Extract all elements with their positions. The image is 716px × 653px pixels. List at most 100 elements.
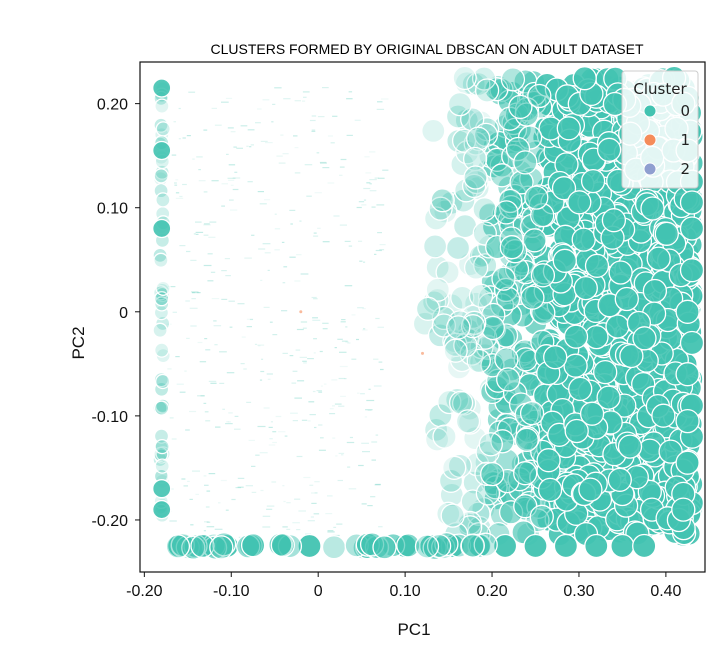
cluster-0-point [192, 470, 200, 472]
cluster-0-point [520, 285, 545, 310]
cluster-0-point [553, 533, 579, 559]
cluster-0-point [316, 152, 320, 154]
cluster-0-point [198, 169, 201, 171]
cluster-0-point [365, 172, 372, 174]
cluster-0-point [296, 455, 303, 458]
cluster-0-point [311, 492, 315, 494]
x-axis-title: PC1 [397, 620, 430, 639]
cluster-0-point [227, 177, 236, 179]
cluster-0-point [251, 491, 257, 493]
cluster-0-point [474, 78, 500, 103]
cluster-0-point [249, 318, 253, 321]
cluster-0-point [294, 172, 301, 174]
y-axis-title: PC2 [69, 326, 88, 359]
cluster-0-point [235, 487, 241, 489]
cluster-0-point [454, 178, 479, 203]
cluster-0-point [322, 328, 328, 330]
cluster-0-point [378, 177, 385, 179]
cluster-0-point [376, 108, 385, 110]
cluster-0-point [272, 441, 277, 444]
cluster-0-point [527, 83, 552, 109]
cluster-0-point [246, 326, 252, 328]
cluster-0-point [431, 305, 457, 331]
cluster-0-point [361, 442, 369, 444]
cluster-0-point [174, 184, 178, 186]
cluster-0-point [378, 526, 383, 528]
cluster-0-point [213, 320, 217, 322]
cluster-0-point [215, 426, 221, 428]
cluster-0-point [380, 368, 384, 371]
cluster-0-point [322, 87, 329, 89]
cluster-0-point [292, 420, 298, 422]
cluster-0-point [179, 245, 186, 247]
cluster-0-point [203, 191, 208, 193]
cluster-0-point [152, 479, 172, 499]
y-tick-label: 0 [119, 305, 128, 322]
cluster-0-point [264, 199, 271, 201]
cluster-0-point [211, 532, 237, 557]
cluster-0-point [198, 180, 206, 182]
cluster-0-point [247, 129, 255, 131]
cluster-0-point [187, 480, 190, 482]
cluster-0-point [378, 361, 383, 363]
cluster-0-point [319, 350, 323, 353]
cluster-0-point [210, 382, 217, 384]
cluster-0-point [357, 392, 360, 394]
cluster-0-point [580, 168, 606, 194]
cluster-0-point [224, 258, 230, 260]
cluster-0-point [276, 155, 283, 157]
cluster-0-point [251, 234, 255, 236]
cluster-0-point [325, 513, 333, 515]
cluster-0-point [522, 228, 547, 253]
cluster-0-point [281, 310, 288, 312]
cluster-0-point [445, 387, 470, 412]
cluster-0-point [334, 347, 337, 349]
cluster-0-point [259, 379, 263, 381]
points-layer [152, 65, 705, 561]
cluster-0-point [272, 334, 278, 336]
cluster-0-point [428, 403, 453, 428]
cluster-0-point [372, 535, 397, 560]
cluster-0-point [563, 324, 589, 349]
cluster-0-point [351, 314, 356, 316]
cluster-0-point [335, 455, 338, 457]
cluster-0-point [523, 533, 548, 559]
cluster-0-point [500, 67, 526, 92]
cluster-0-point [323, 383, 327, 385]
cluster-0-point [289, 209, 296, 211]
cluster-0-point [466, 126, 491, 151]
cluster-0-point [259, 203, 267, 205]
cluster-0-point [257, 344, 265, 346]
cluster-0-point [573, 275, 598, 301]
cluster-0-point [244, 257, 252, 259]
cluster-0-point [513, 150, 538, 175]
cluster-0-point [363, 199, 367, 201]
cluster-0-point [610, 533, 635, 559]
cluster-0-point [307, 420, 311, 422]
x-tick-label: 0.20 [476, 583, 507, 600]
cluster-0-point [175, 179, 179, 181]
cluster-0-point [203, 223, 210, 225]
cluster-0-point [318, 449, 326, 451]
cluster-0-point [450, 285, 475, 310]
cluster-0-point [228, 421, 231, 423]
cluster-0-point [344, 378, 347, 380]
cluster-0-point [369, 183, 372, 185]
cluster-0-point [203, 129, 208, 131]
cluster-0-point [208, 380, 217, 382]
cluster-0-point [337, 338, 343, 340]
cluster-0-point [230, 131, 236, 133]
cluster-0-point [207, 253, 213, 255]
cluster-0-point [214, 528, 223, 530]
cluster-0-point [278, 431, 286, 433]
cluster-0-point [513, 461, 538, 486]
cluster-0-point [195, 231, 204, 233]
cluster-0-point [175, 192, 180, 194]
cluster-0-point [619, 343, 644, 369]
cluster-0-point [556, 116, 581, 141]
legend-marker [643, 162, 657, 176]
cluster-0-point [282, 352, 288, 354]
cluster-0-point [463, 165, 488, 190]
cluster-0-point [282, 485, 285, 487]
cluster-0-point [675, 450, 700, 475]
